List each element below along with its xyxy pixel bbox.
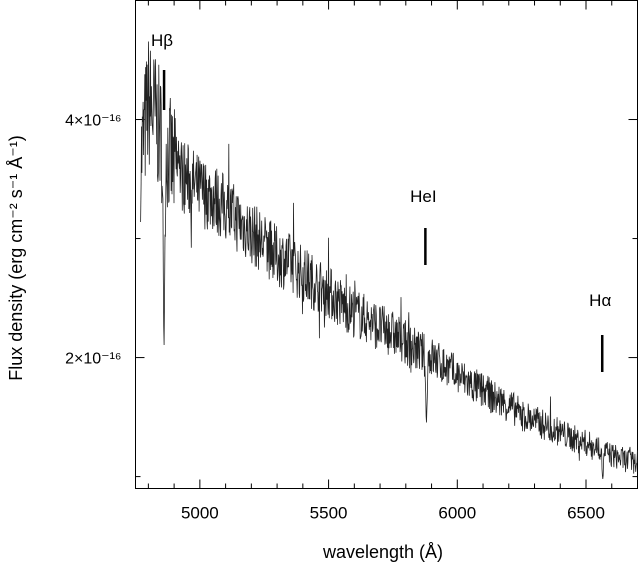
line-label: Hα: [589, 291, 611, 310]
plot-frame: [135, 0, 638, 489]
annotation-layer: Hβ HeI Hα: [151, 31, 611, 372]
line-label: HeI: [410, 187, 436, 206]
x-axis-ticks: 5000 5500 6000 6500: [147, 0, 638, 523]
series-layer: [140, 41, 638, 479]
y-tick-label: 2×10⁻¹⁶: [65, 351, 121, 368]
spectrum-line: [140, 41, 638, 479]
x-axis-label: wavelength (Å): [322, 542, 443, 562]
x-tick-label: 5000: [181, 504, 219, 523]
y-tick-label: 4×10⁻¹⁶: [65, 113, 121, 130]
y-axis-label: Flux density (erg cm⁻² s⁻¹ Å⁻¹): [6, 135, 26, 381]
x-tick-label: 6500: [567, 504, 605, 523]
line-label: Hβ: [151, 31, 173, 50]
x-tick-label: 6000: [438, 504, 476, 523]
x-tick-label: 5500: [310, 504, 348, 523]
